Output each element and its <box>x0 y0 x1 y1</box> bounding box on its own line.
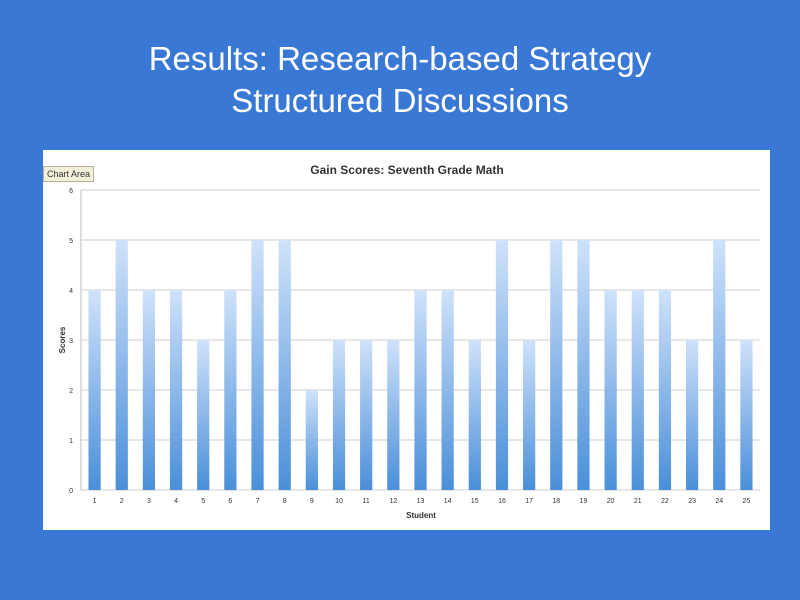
bar-student-8[interactable] <box>278 240 291 490</box>
bar-student-15[interactable] <box>468 340 481 490</box>
bar-student-10[interactable] <box>332 340 346 490</box>
bar-student-23[interactable] <box>685 340 699 490</box>
bar-student-18[interactable] <box>550 240 563 490</box>
bar-student-24[interactable] <box>713 240 726 490</box>
x-tick-label: 7 <box>256 498 260 505</box>
y-tick-label: 5 <box>69 238 73 245</box>
x-tick-label: 18 <box>552 498 560 505</box>
x-axis-label: Student <box>406 511 436 520</box>
bar-student-1[interactable] <box>88 290 101 490</box>
x-tick-label: 19 <box>580 498 588 505</box>
x-tick-label: 11 <box>363 498 370 505</box>
x-tick-label: 22 <box>661 498 669 505</box>
chart-area-tooltip: Chart Area <box>43 166 95 182</box>
bar-student-17[interactable] <box>523 340 536 490</box>
y-tick-label: 3 <box>69 338 73 345</box>
y-tick-label: 0 <box>69 488 73 495</box>
bar-student-14[interactable] <box>441 290 454 490</box>
slide-title: Results: Research-based Strategy Structu… <box>0 38 800 122</box>
x-tick-label: 23 <box>688 498 696 505</box>
bar-student-13[interactable] <box>414 290 427 490</box>
bar-student-20[interactable] <box>604 290 617 490</box>
x-tick-label: 4 <box>174 498 178 505</box>
y-axis-label: Scores <box>58 326 67 353</box>
x-tick-label: 13 <box>417 498 425 505</box>
bar-student-16[interactable] <box>495 240 509 490</box>
x-tick-label: 6 <box>228 498 232 505</box>
x-tick-label: 8 <box>283 498 287 505</box>
x-tick-label: 12 <box>389 498 397 505</box>
x-tick-label: 5 <box>201 498 205 505</box>
x-tick-label: 17 <box>525 498 533 505</box>
y-tick-label: 6 <box>69 188 73 195</box>
y-tick-label: 4 <box>69 288 73 295</box>
x-tick-label: 14 <box>444 498 452 505</box>
x-tick-label: 20 <box>607 498 615 505</box>
bar-student-5[interactable] <box>197 340 210 490</box>
bar-student-11[interactable] <box>360 340 373 490</box>
x-tick-labels: 1 2 3 4 5 6 7 8 9 10 11 12 13 14 15 16 17 18 19 20 21 22 23 24 2… <box>93 498 751 505</box>
x-tick-label: 2 <box>120 498 124 505</box>
bar-student-9[interactable] <box>305 390 318 490</box>
y-tick-label: 2 <box>69 388 73 395</box>
bar-student-25[interactable] <box>740 340 753 490</box>
x-tick-label: 9 <box>310 498 314 505</box>
bar-student-3[interactable] <box>142 290 156 490</box>
bar-student-2[interactable] <box>115 240 128 490</box>
bar-student-4[interactable] <box>169 290 183 490</box>
slide-title-line1: Results: Research-based Strategy <box>148 40 652 77</box>
bar-student-6[interactable] <box>224 290 237 490</box>
x-tick-label: 25 <box>743 498 751 505</box>
bar-chart: Gain Scores: Seventh Grade Math 0123456 … <box>58 163 760 520</box>
bar-student-22[interactable] <box>658 290 672 490</box>
x-tick-label: 24 <box>715 498 723 505</box>
x-tick-label: 1 <box>93 498 97 505</box>
bar-student-12[interactable] <box>387 340 400 490</box>
x-tick-label: 15 <box>471 498 479 505</box>
x-tick-label: 10 <box>335 498 343 505</box>
bar-student-21[interactable] <box>631 290 644 490</box>
y-tick-label: 1 <box>69 438 73 445</box>
slide-title-line2: Structured Discussions <box>231 82 569 119</box>
bars <box>88 240 753 490</box>
y-tick-labels: 0 1 2 3 4 5 6 <box>69 188 73 495</box>
x-tick-label: 16 <box>498 498 506 505</box>
bar-student-7[interactable] <box>251 240 264 490</box>
x-tick-label: 21 <box>634 498 642 505</box>
bar-student-19[interactable] <box>577 240 590 490</box>
chart-title: Gain Scores: Seventh Grade Math <box>310 163 503 177</box>
x-tick-label: 3 <box>147 498 151 505</box>
